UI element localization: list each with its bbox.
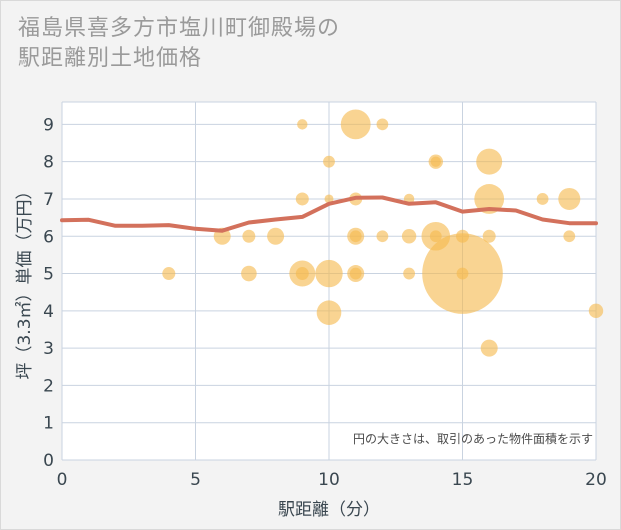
bubble-23 (403, 267, 415, 280)
y-tick-2: 2 (43, 376, 54, 396)
y-tick-9: 9 (43, 115, 54, 135)
bubble-25 (430, 156, 441, 167)
chart-title-line-1: 福島県喜多方市塩川町御殿場の (18, 16, 341, 41)
x-tick-15: 15 (452, 470, 474, 490)
bubble-10 (324, 194, 334, 204)
bubble-36 (558, 187, 581, 210)
x-tick-20: 20 (585, 470, 607, 490)
bubble-38 (588, 303, 604, 319)
bubble-6 (295, 192, 309, 206)
y-tick-labels: 0 1 2 3 4 5 6 7 8 9 (43, 115, 54, 471)
y-tick-6: 6 (43, 227, 54, 247)
y-tick-3: 3 (43, 339, 54, 359)
average-price-line (60, 195, 598, 233)
bubble-34 (480, 339, 498, 357)
x-tick-10: 10 (318, 470, 340, 490)
bubble-22 (401, 229, 417, 244)
bubble-12 (316, 300, 342, 325)
bubble-13 (340, 109, 371, 140)
bubble-31 (476, 148, 503, 175)
bubble-18 (349, 267, 362, 280)
bubble-0 (162, 267, 176, 281)
bubble-30 (456, 267, 469, 280)
x-axis-label: 駅距離（分） (278, 500, 380, 520)
bubble-27 (429, 230, 442, 243)
y-axis-label: 坪（3.3㎡）単価（万円） (15, 182, 35, 379)
y-tick-8: 8 (43, 153, 54, 173)
bubble-35 (536, 193, 549, 205)
chart-title-line-2: 駅距離別土地価格 (18, 46, 203, 71)
bubble-16 (349, 230, 362, 243)
bubble-layer (162, 109, 604, 357)
x-tick-0: 0 (57, 470, 68, 490)
bubble-5 (297, 119, 308, 130)
bubble-37 (563, 230, 576, 243)
bubble-11 (315, 259, 343, 288)
bubble-2 (242, 229, 256, 243)
y-tick-5: 5 (43, 265, 54, 285)
x-tick-5: 5 (190, 470, 201, 490)
bubble-19 (376, 118, 389, 131)
chart-title: 福島県喜多方市塩川町御殿場の 駅距離別土地価格 (18, 14, 340, 74)
bubble-9 (323, 155, 335, 168)
bubble-33 (482, 229, 496, 243)
y-tick-0: 0 (43, 451, 54, 471)
bubble-3 (241, 265, 257, 282)
size-note: 円の大きさは、取引のあった物件面積を示す (353, 431, 593, 446)
y-tick-1: 1 (43, 414, 54, 434)
bubble-4 (267, 227, 285, 245)
y-tick-7: 7 (43, 190, 54, 210)
x-tick-labels: 0 5 10 15 20 (57, 470, 607, 490)
bubble-8 (295, 267, 309, 281)
bubble-20 (376, 230, 389, 243)
y-tick-4: 4 (43, 302, 54, 322)
bubble-32 (474, 184, 505, 214)
